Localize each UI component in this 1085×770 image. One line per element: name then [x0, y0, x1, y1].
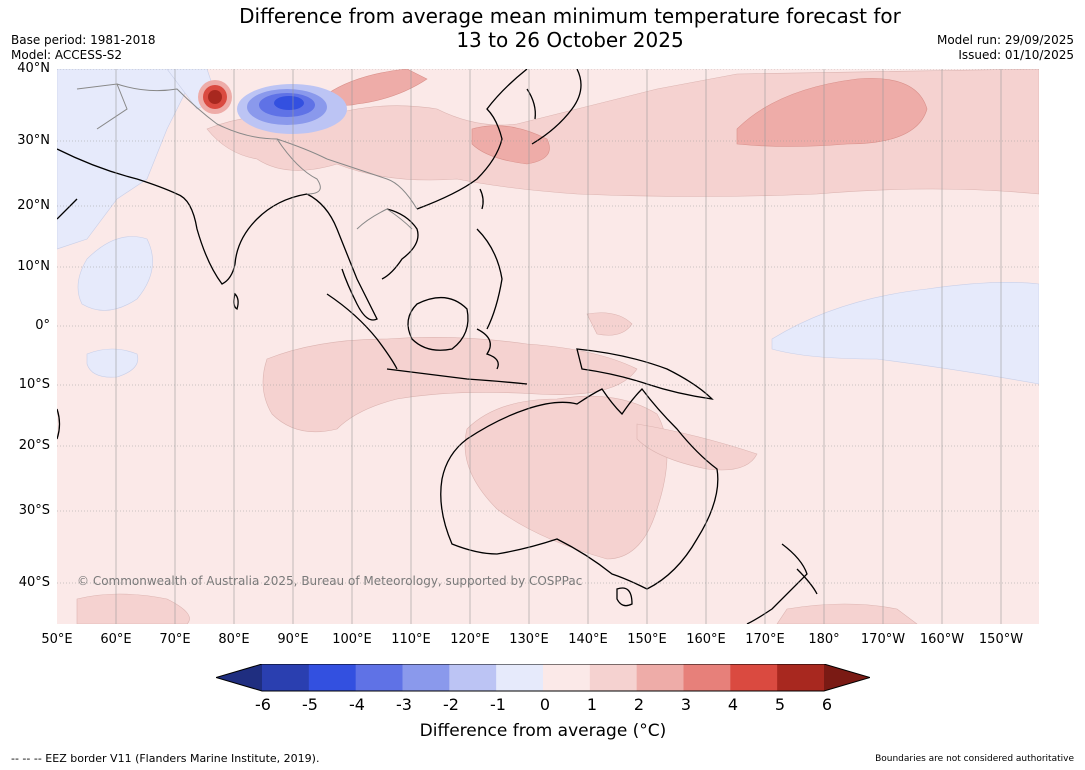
- colorbar-tick: 5: [774, 695, 786, 714]
- colorbar-tick: -2: [443, 695, 459, 714]
- lat-label: 10°N: [17, 259, 50, 274]
- colorbar-tick: 1: [586, 695, 598, 714]
- lat-label: 10°S: [18, 377, 50, 392]
- colorbar-segment: [730, 664, 778, 691]
- lon-label: 150°E: [627, 632, 667, 647]
- colorbar-segment: [308, 664, 357, 691]
- lat-label: 0°: [35, 318, 50, 333]
- base-period: Base period: 1981-2018: [11, 33, 156, 47]
- title-line-2: 13 to 26 October 2025: [456, 28, 684, 52]
- meta-left: Base period: 1981-2018 Model: ACCESS-S2: [11, 33, 156, 63]
- lon-label: 160°E: [686, 632, 726, 647]
- colorbar-tick: 3: [680, 695, 692, 714]
- lon-label: 160°W: [919, 632, 965, 647]
- colorbar-tick: 6: [821, 695, 833, 714]
- colorbar-tick: -5: [302, 695, 318, 714]
- colorbar-tick: 0: [539, 695, 551, 714]
- map-title: Difference from average mean minimum tem…: [160, 4, 980, 52]
- coastlines: [57, 69, 818, 624]
- colorbar-segment: [589, 664, 638, 691]
- colorbar-segment: [449, 664, 497, 691]
- lon-label: 110°E: [391, 632, 431, 647]
- colorbar-title: Difference from average (°C): [419, 721, 667, 741]
- lon-label: 140°E: [568, 632, 608, 647]
- title-line-1: Difference from average mean minimum tem…: [239, 4, 901, 28]
- lon-label: 70°E: [159, 632, 191, 647]
- forecast-map: [57, 69, 1039, 624]
- colorbar: [214, 663, 872, 694]
- meridians: [115, 69, 1002, 624]
- lon-label: 60°E: [100, 632, 132, 647]
- country-borders: [76, 83, 418, 230]
- lon-label: 180°: [808, 632, 840, 647]
- colorbar-tick: -3: [396, 695, 412, 714]
- lon-label: 170°E: [745, 632, 785, 647]
- eez-legend: -- -- -- EEZ border V11 (Flanders Marine…: [11, 752, 320, 765]
- lon-label: 130°E: [509, 632, 549, 647]
- boundary-disclaimer: Boundaries are not considered authoritat…: [875, 754, 1074, 764]
- issued-date: Issued: 01/10/2025: [958, 48, 1074, 62]
- lon-label: 80°E: [218, 632, 250, 647]
- lat-label: 30°S: [18, 503, 50, 518]
- colorbar-segment: [636, 664, 684, 691]
- colorbar-tick: -4: [349, 695, 365, 714]
- colorbar-svg: [214, 663, 872, 692]
- colorbar-segment: [402, 664, 450, 691]
- lon-label: 150°W: [978, 632, 1024, 647]
- colorbar-segment: [355, 664, 403, 691]
- map-canvas: [57, 69, 1039, 624]
- lat-label: 20°S: [18, 438, 50, 453]
- colorbar-segment: [683, 664, 731, 691]
- kashmir-warm-anomaly: [198, 80, 232, 114]
- colorbar-extend-low: [216, 664, 262, 691]
- lat-label: 40°S: [18, 575, 50, 590]
- lon-label: 100°E: [332, 632, 372, 647]
- colorbar-tick: -1: [490, 695, 506, 714]
- colorbar-segment: [543, 664, 591, 691]
- lon-label: 90°E: [277, 632, 309, 647]
- colorbar-tick: 2: [633, 695, 645, 714]
- colorbar-segment: [777, 664, 825, 691]
- colorbar-tick: 4: [727, 695, 739, 714]
- model-name: Model: ACCESS-S2: [11, 48, 123, 62]
- lon-label: 120°E: [450, 632, 490, 647]
- lat-label: 40°N: [17, 61, 50, 76]
- lat-label: 20°N: [17, 198, 50, 213]
- lon-label: 50°E: [41, 632, 73, 647]
- lat-label: 30°N: [17, 133, 50, 148]
- colorbar-extend-high: [824, 664, 870, 691]
- colorbar-tick: -6: [255, 695, 271, 714]
- copyright-notice: © Commonwealth of Australia 2025, Bureau…: [77, 574, 583, 588]
- cool-anomaly-regions: [57, 69, 1039, 385]
- colorbar-segment: [496, 664, 544, 691]
- meta-right: Model run: 29/09/2025 Issued: 01/10/2025: [937, 33, 1074, 63]
- colorbar-segment: [262, 664, 310, 691]
- lon-label: 170°W: [860, 632, 906, 647]
- tibet-cold-anomaly: [237, 84, 347, 134]
- model-run: Model run: 29/09/2025: [936, 33, 1074, 47]
